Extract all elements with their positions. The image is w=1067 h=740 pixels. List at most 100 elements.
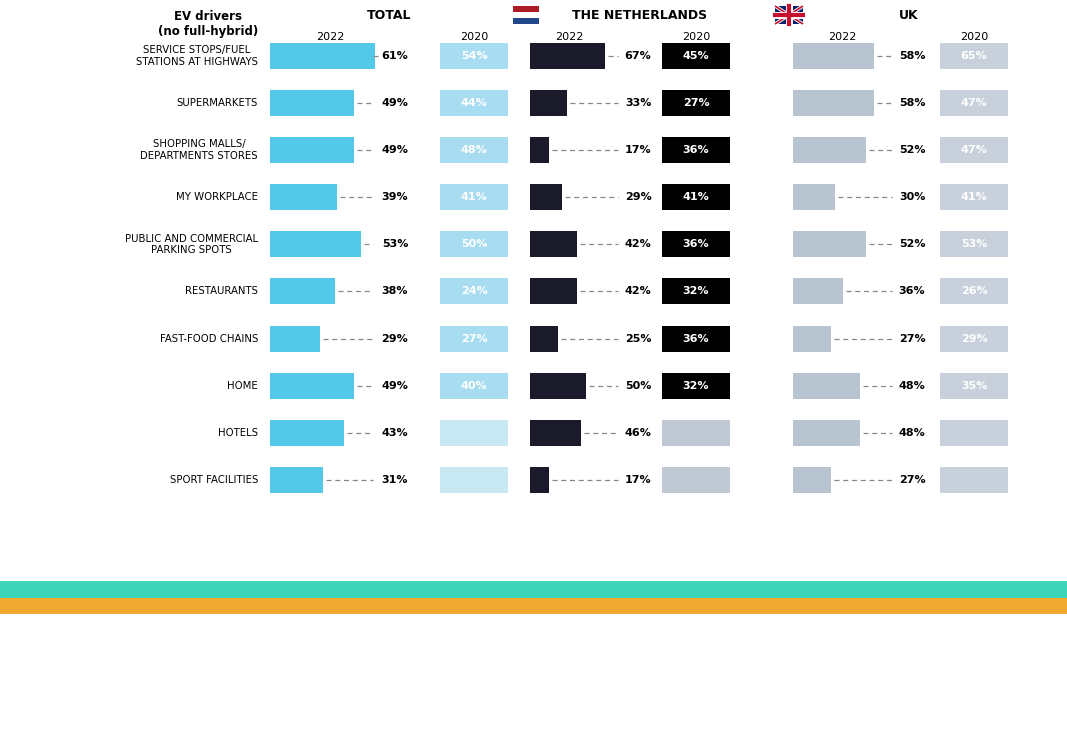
Text: 42%: 42%: [624, 286, 651, 297]
Text: 41%: 41%: [683, 192, 710, 202]
Text: PUBLIC AND COMMERCIAL
PARKING SPOTS: PUBLIC AND COMMERCIAL PARKING SPOTS: [125, 234, 258, 255]
Bar: [662, 467, 730, 493]
Text: 52%: 52%: [898, 239, 925, 249]
Text: 25%: 25%: [625, 334, 651, 343]
Bar: [513, 12, 539, 18]
Text: Base 2022:: Base 2022:: [50, 645, 124, 658]
Text: 27%: 27%: [898, 334, 925, 343]
Text: EV drivers
(no full-hybrid): EV drivers (no full-hybrid): [158, 10, 258, 38]
Bar: [530, 184, 562, 210]
Bar: [440, 232, 508, 258]
Text: 31%: 31%: [382, 475, 409, 485]
Text: 44%: 44%: [461, 98, 488, 108]
Text: of observations: of observations: [690, 645, 785, 658]
Bar: [440, 184, 508, 210]
Bar: [793, 278, 843, 304]
Bar: [270, 232, 361, 258]
Bar: [662, 184, 730, 210]
Bar: [530, 372, 586, 399]
Bar: [513, 6, 539, 12]
Bar: [270, 372, 354, 399]
Text: 50%: 50%: [461, 239, 488, 249]
Text: 2022: 2022: [555, 32, 584, 42]
Bar: [940, 137, 1008, 164]
Bar: [662, 43, 730, 69]
Bar: [530, 232, 577, 258]
Bar: [940, 372, 1008, 399]
Bar: [440, 43, 508, 69]
Bar: [940, 90, 1008, 116]
Text: 32%: 32%: [683, 380, 710, 391]
Text: MY WORKPLACE: MY WORKPLACE: [176, 192, 258, 202]
Text: 36%: 36%: [683, 239, 710, 249]
Bar: [0, 598, 1067, 614]
Text: 52%: 52%: [898, 145, 925, 155]
Text: 32%: 32%: [683, 286, 710, 297]
Bar: [793, 420, 860, 445]
Bar: [270, 420, 344, 445]
Text: 41%: 41%: [960, 192, 987, 202]
Text: 17%: 17%: [624, 145, 651, 155]
Bar: [793, 326, 831, 352]
Bar: [440, 467, 508, 493]
Text: 47%: 47%: [960, 98, 987, 108]
Bar: [793, 232, 865, 258]
Text: 58%: 58%: [898, 51, 925, 61]
Text: 2020: 2020: [960, 32, 988, 42]
Bar: [775, 6, 803, 24]
Text: 17%: 17%: [624, 475, 651, 485]
Text: Netherlands n=24, UK n=33), electric cars, no full-hybrid.: Netherlands n=24, UK n=33), electric car…: [118, 662, 461, 675]
Bar: [530, 43, 605, 69]
Text: 29%: 29%: [960, 334, 987, 343]
Bar: [270, 278, 335, 304]
Text: THE NETHERLANDS: THE NETHERLANDS: [572, 9, 707, 21]
Bar: [440, 278, 508, 304]
Bar: [530, 278, 577, 304]
Bar: [940, 420, 1008, 445]
Text: 36%: 36%: [898, 286, 925, 297]
Text: 46%: 46%: [624, 428, 652, 437]
Text: RESTAURANTS: RESTAURANTS: [185, 286, 258, 297]
Text: 48%: 48%: [461, 145, 488, 155]
Bar: [940, 467, 1008, 493]
Bar: [270, 467, 323, 493]
Bar: [793, 43, 874, 69]
Text: 40%: 40%: [461, 380, 488, 391]
Text: 49%: 49%: [382, 145, 409, 155]
Text: SHOPPING MALLS/
DEPARTMENTS STORES: SHOPPING MALLS/ DEPARTMENTS STORES: [141, 139, 258, 161]
Text: 65%: 65%: [960, 51, 987, 61]
Bar: [530, 420, 582, 445]
Text: 30%: 30%: [898, 192, 925, 202]
Text: 47%: 47%: [960, 145, 987, 155]
Bar: [940, 184, 1008, 210]
Text: 45%: 45%: [683, 51, 710, 61]
Text: 41%: 41%: [461, 192, 488, 202]
Text: 36%: 36%: [683, 334, 710, 343]
Bar: [662, 372, 730, 399]
Text: 36%: 36%: [683, 145, 710, 155]
Bar: [940, 326, 1008, 352]
Text: 67%: 67%: [624, 51, 651, 61]
Bar: [940, 43, 1008, 69]
Text: SERVICE STOPS/FUEL
STATIONS AT HIGHWAYS: SERVICE STOPS/FUEL STATIONS AT HIGHWAYS: [136, 45, 258, 67]
Text: UK: UK: [898, 9, 919, 21]
Text: 26%: 26%: [960, 286, 987, 297]
Text: 42%: 42%: [624, 239, 651, 249]
Bar: [530, 90, 567, 116]
Text: 48%: 48%: [898, 428, 925, 437]
Text: 58%: 58%: [898, 98, 925, 108]
Text: 29%: 29%: [624, 192, 651, 202]
Text: Limited number: Limited number: [590, 645, 695, 658]
Text: 33%: 33%: [625, 98, 651, 108]
Bar: [440, 137, 508, 164]
Text: FAST-FOOD CHAINS: FAST-FOOD CHAINS: [160, 334, 258, 343]
Text: 54%: 54%: [461, 51, 488, 61]
Text: TOTAL: TOTAL: [367, 9, 411, 21]
Text: 48%: 48%: [898, 380, 925, 391]
Text: HOME: HOME: [227, 380, 258, 391]
Text: 49%: 49%: [382, 380, 409, 391]
Bar: [662, 232, 730, 258]
Bar: [662, 278, 730, 304]
Bar: [662, 90, 730, 116]
Bar: [793, 137, 865, 164]
